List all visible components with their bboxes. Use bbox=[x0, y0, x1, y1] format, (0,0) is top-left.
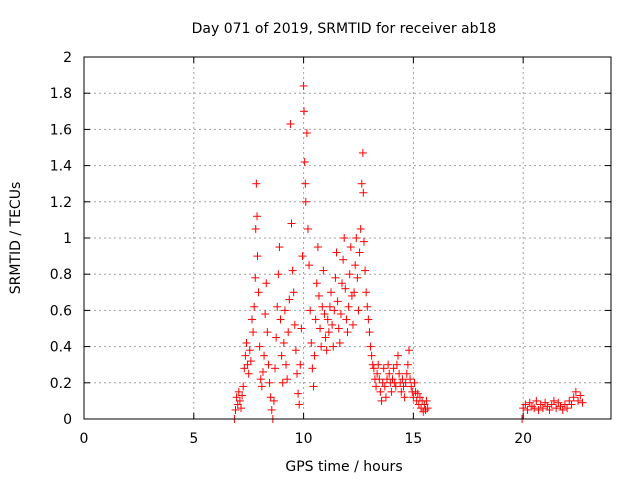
chart-title: Day 071 of 2019, SRMTID for receiver ab1… bbox=[192, 21, 497, 37]
x-tick-label: 5 bbox=[189, 431, 198, 447]
y-tick-label: 0.8 bbox=[50, 267, 72, 283]
y-tick-label: 2 bbox=[63, 50, 72, 66]
x-tick-label: 15 bbox=[404, 431, 422, 447]
x-tick-label: 10 bbox=[295, 431, 313, 447]
y-tick-label: 0.4 bbox=[50, 340, 72, 356]
y-tick-label: 1.4 bbox=[50, 159, 72, 175]
y-tick-label: 1.2 bbox=[50, 195, 72, 211]
x-tick-label: 0 bbox=[80, 431, 89, 447]
x-tick-label: 20 bbox=[514, 431, 532, 447]
y-tick-label: 0.6 bbox=[50, 303, 72, 319]
scatter-chart: 0 5 10 15 20 0 0.2 0.4 0.6 0.8 1 1.2 1.4 1.6 1.8 2 Day … bbox=[0, 0, 640, 480]
y-tick-label: 1 bbox=[63, 231, 72, 247]
y-tick-label: 0 bbox=[63, 412, 72, 428]
y-tick-label: 1.6 bbox=[50, 122, 72, 138]
x-axis-label: GPS time / hours bbox=[285, 459, 402, 475]
y-tick-label: 1.8 bbox=[50, 86, 72, 102]
y-axis-label: SRMTID / TECUs bbox=[8, 182, 24, 295]
y-tick-label: 0.2 bbox=[50, 376, 72, 392]
